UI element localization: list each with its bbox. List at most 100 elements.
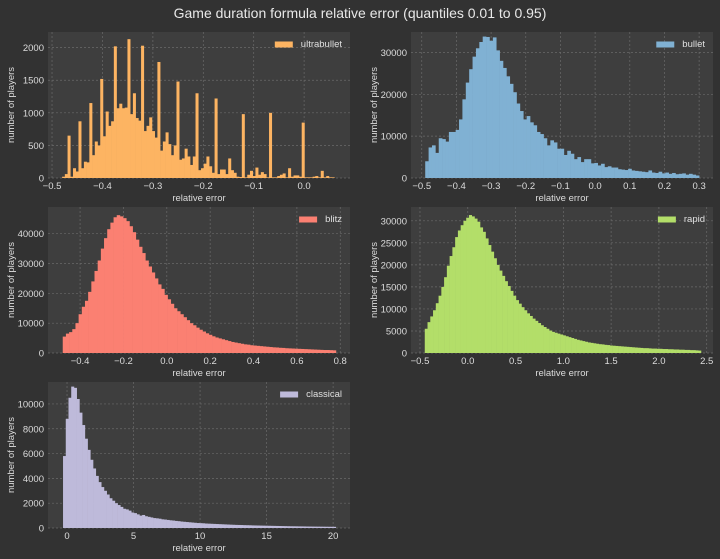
histogram-bar <box>289 526 293 528</box>
histogram-bar <box>131 512 135 528</box>
histogram-bar <box>307 349 311 353</box>
histogram-bar <box>681 349 685 353</box>
histogram-bar <box>269 112 273 178</box>
histogram-bar <box>665 172 669 178</box>
histogram-bar <box>154 137 158 178</box>
histogram-bar <box>65 333 70 353</box>
histogram-bar <box>151 131 155 178</box>
histogram-bar <box>113 46 117 178</box>
histogram-bar <box>326 176 330 178</box>
histogram-bar <box>469 69 473 178</box>
y-tick-label: 500 <box>28 141 44 152</box>
histogram-bar <box>193 522 197 528</box>
histogram-bar <box>480 227 484 353</box>
histogram-bar <box>202 331 206 353</box>
histogram-bar <box>573 338 577 353</box>
histogram-bar <box>226 524 230 528</box>
histogram-bar <box>629 347 633 353</box>
histogram-bar <box>515 300 519 353</box>
subplot-classical: 0 5 10 15 20 0 2000 4000 6000 8000 10000 relative e… <box>6 382 350 554</box>
histogram-bar <box>146 125 150 178</box>
histogram-bar <box>94 141 98 178</box>
histogram-bar <box>174 520 178 528</box>
legend-label: bullet <box>682 39 705 50</box>
histogram-bar <box>285 177 289 178</box>
legend: bullet <box>656 39 705 50</box>
histogram-bar <box>313 349 318 353</box>
histogram-bar <box>172 520 176 528</box>
histogram-bar <box>479 42 484 179</box>
histogram-bar <box>154 278 159 353</box>
histogram-bar <box>73 387 77 528</box>
histogram-bar <box>628 168 632 178</box>
histogram-bar <box>267 525 271 528</box>
histogram-bar <box>73 168 77 178</box>
legend-swatch <box>280 391 299 398</box>
histogram-bar <box>95 475 99 528</box>
histogram-bar <box>617 169 622 178</box>
histogram-bar <box>199 329 203 353</box>
histogram-bar <box>127 39 131 178</box>
histogram-bar <box>540 134 544 178</box>
histogram-bar <box>129 226 133 353</box>
y-tick-label: 30000 <box>381 216 407 227</box>
histogram-bar <box>332 350 337 353</box>
histogram-bar <box>658 171 663 178</box>
histogram-bar <box>217 174 221 178</box>
histogram-bar <box>179 159 183 178</box>
histogram-bar <box>655 172 659 178</box>
histogram-bar <box>310 349 314 353</box>
histogram-bar <box>180 521 184 528</box>
histogram-bar <box>631 170 636 178</box>
x-tick-label: −0.4 <box>71 356 90 367</box>
histogram-bar <box>65 418 69 528</box>
histogram-bar <box>482 231 486 353</box>
histogram-bar <box>313 526 317 528</box>
histogram-bar <box>698 350 702 353</box>
histogram-bar <box>618 346 622 353</box>
histogram-bar <box>509 83 514 178</box>
histogram-bar <box>191 522 195 528</box>
histogram-bar <box>139 515 143 528</box>
histogram-bar <box>529 315 533 353</box>
histogram-bar <box>322 526 326 528</box>
histogram-bar <box>64 174 68 178</box>
histogram-bar <box>570 153 575 178</box>
y-tick-label: 15000 <box>381 282 407 293</box>
histogram-bar <box>590 163 595 178</box>
histogram-bar <box>692 174 697 178</box>
histogram-bar <box>196 327 200 353</box>
histogram-bar <box>576 339 580 353</box>
histogram-bar <box>631 347 635 353</box>
histogram-bar <box>496 264 500 353</box>
histogram-bar <box>277 176 281 178</box>
histogram-bar <box>323 177 327 178</box>
y-tick-label: 25000 <box>381 238 407 249</box>
histogram-bar <box>144 516 148 528</box>
x-tick-label: 2.5 <box>700 356 713 367</box>
histogram-bar <box>551 331 555 353</box>
histogram-bar <box>155 518 159 528</box>
histogram-bar <box>442 139 446 178</box>
histogram-bar <box>75 323 79 353</box>
x-tick-label: 0.8 <box>334 356 347 367</box>
legend: ultrabullet <box>274 39 342 50</box>
histogram-bar <box>543 326 547 353</box>
histogram-bar <box>183 317 187 353</box>
histogram-bar <box>331 177 335 178</box>
y-tick-label: 1500 <box>23 76 44 87</box>
histogram-bar <box>269 347 273 353</box>
legend-swatch <box>299 216 318 223</box>
histogram-bar <box>661 173 666 178</box>
histogram-bar <box>526 116 531 178</box>
histogram-bar <box>173 145 177 178</box>
x-tick-label: 0.3 <box>693 181 706 192</box>
y-tick-label: 5000 <box>386 326 407 337</box>
histogram-bar <box>648 170 653 178</box>
histogram-bar <box>452 131 456 178</box>
histogram-bar <box>560 334 564 353</box>
histogram-bar <box>672 172 676 178</box>
histogram-bar <box>455 129 460 178</box>
histogram-bar <box>231 341 235 353</box>
histogram-bar <box>301 122 305 178</box>
